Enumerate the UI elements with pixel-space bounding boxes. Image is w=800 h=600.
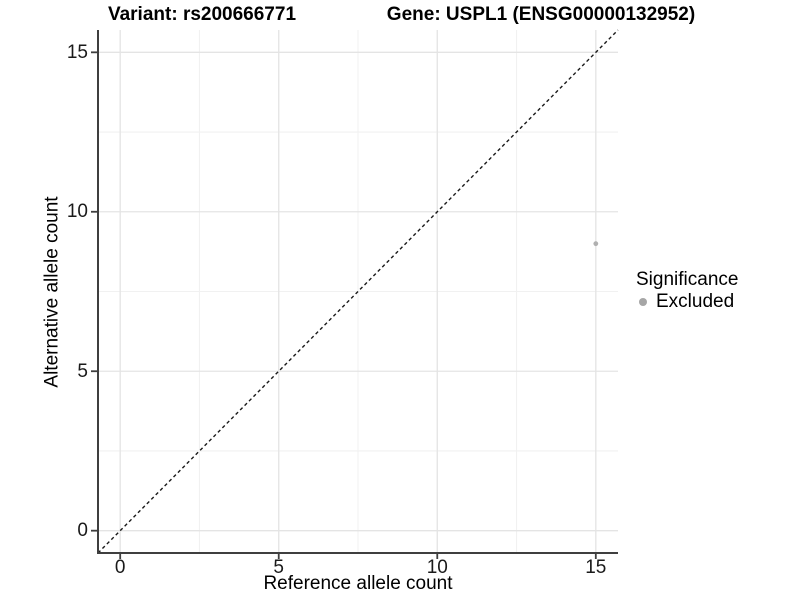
x-tick-label: 5 [273, 557, 285, 578]
legend: Significance Excluded [636, 269, 738, 312]
y-tick-label: 10 [66, 201, 88, 223]
y-tick-label: 15 [66, 41, 88, 63]
x-tick-label: 15 [585, 557, 607, 578]
y-tick-label: 0 [77, 520, 88, 542]
y-axis-title: Alternative allele count [41, 196, 63, 388]
legend-key-dot [639, 297, 647, 306]
legend-title: Significance [636, 269, 739, 290]
identity-line [97, 29, 619, 554]
legend-item-label: Excluded [656, 291, 735, 312]
y-tick-label: 5 [77, 360, 88, 382]
x-axis-title: Reference allele count [263, 573, 453, 594]
gene-title: Gene: USPL1 (ENSG00000132952) [386, 4, 696, 25]
variant-title: Variant: rs200666771 [107, 4, 297, 25]
x-tick-label: 10 [426, 557, 448, 578]
legend-item-excluded: Excluded [636, 291, 738, 312]
data-point [593, 241, 599, 247]
x-tick-label: 0 [114, 557, 126, 578]
